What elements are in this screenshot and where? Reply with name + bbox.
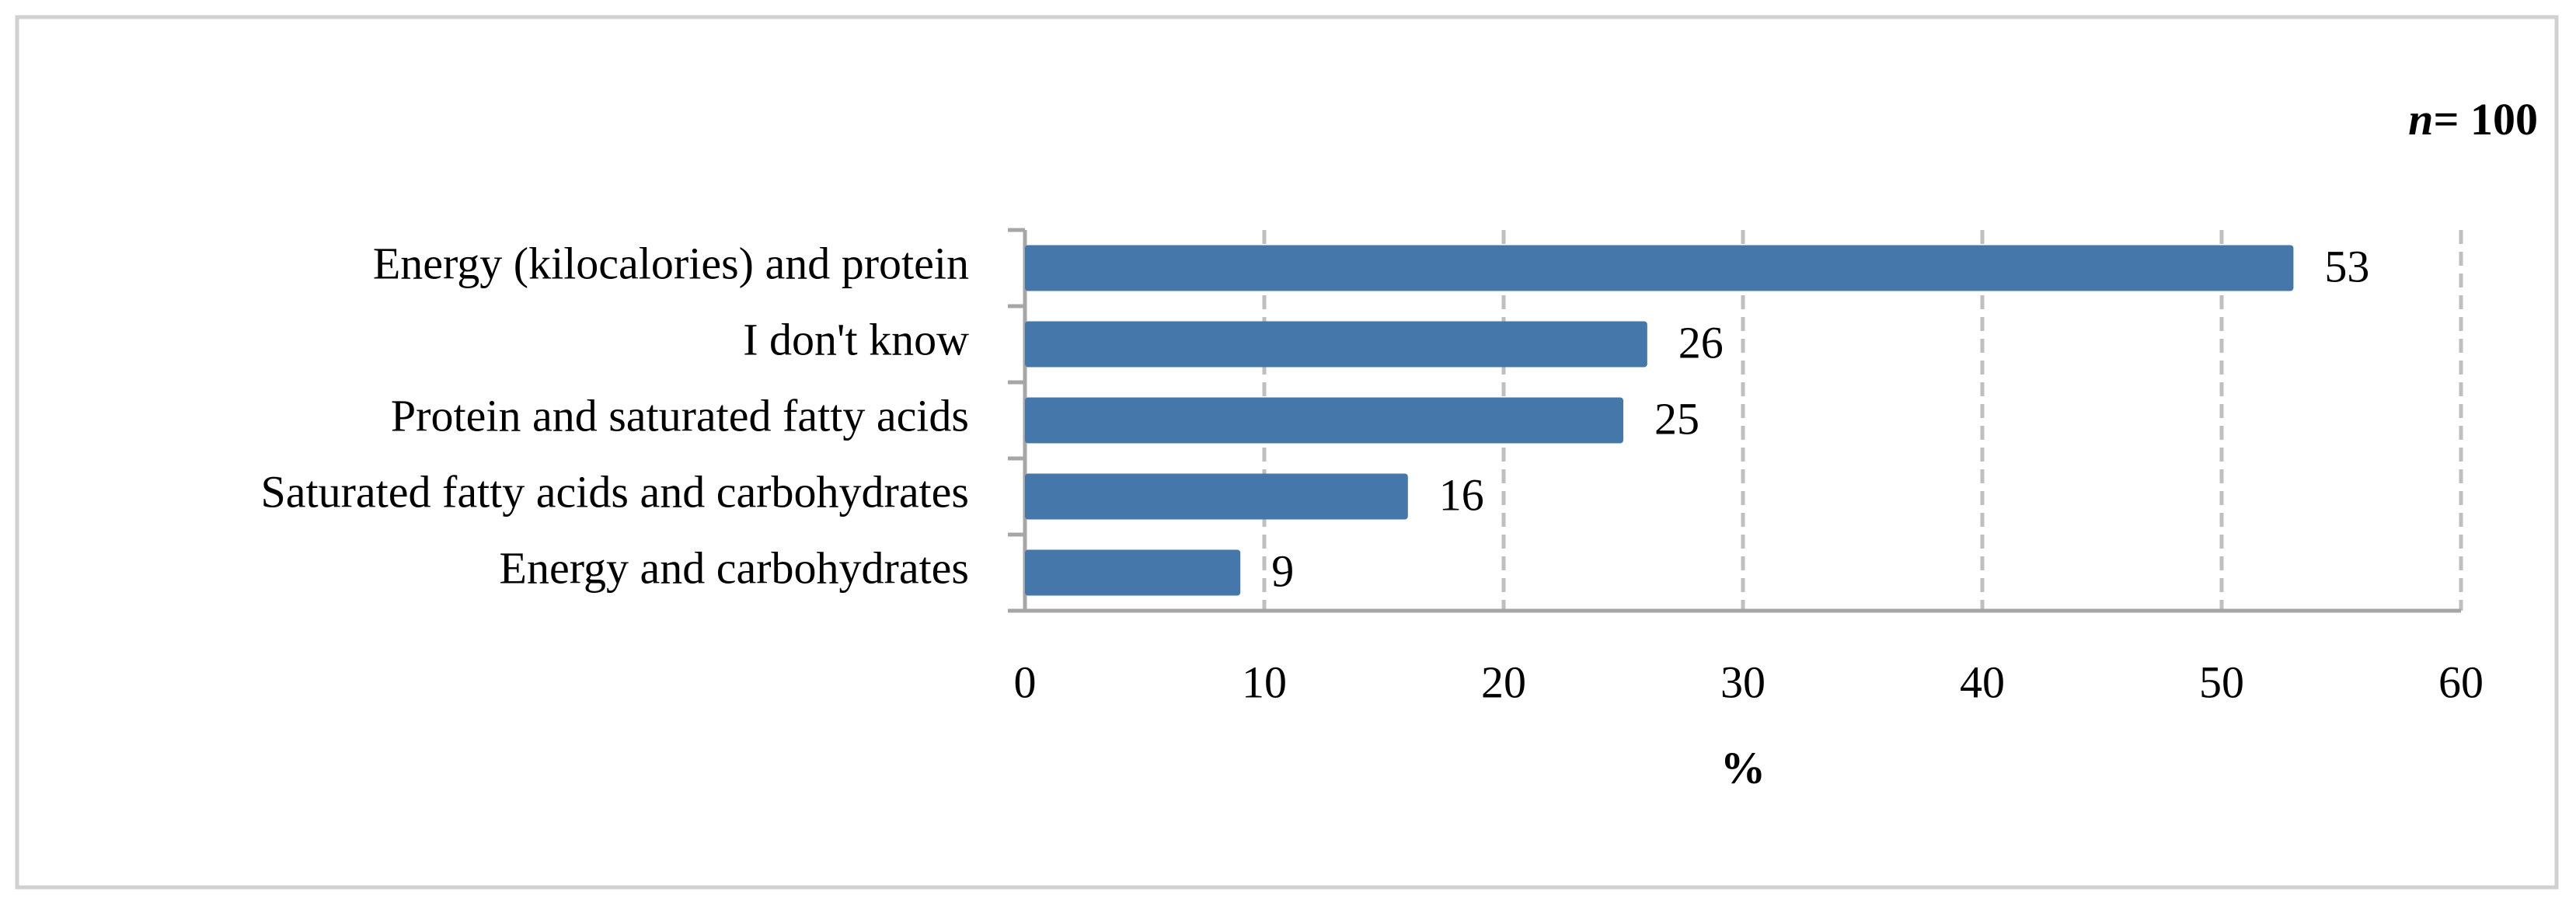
value-label: 16 <box>1439 469 1484 520</box>
bar <box>1025 245 2294 291</box>
value-label: 53 <box>2324 241 2369 291</box>
x-tick-label: 20 <box>1481 657 1526 707</box>
annotation-text: = 100 <box>2433 94 2538 145</box>
y-tick-label: Energy (kilocalories) and protein <box>373 238 969 288</box>
chart-border <box>15 15 2559 890</box>
y-tick-label: Energy and carbohydrates <box>500 542 969 593</box>
value-label: 25 <box>1654 393 1699 444</box>
bar <box>1025 549 1241 596</box>
value-label: 26 <box>1678 317 1724 368</box>
x-tick-label: 40 <box>1960 657 2005 707</box>
bar <box>1025 473 1408 520</box>
x-tick-label: 60 <box>2438 657 2484 707</box>
value-label: 9 <box>1271 545 1294 596</box>
y-tick-label: Saturated fatty acids and carbohydrates <box>260 466 969 517</box>
x-tick-label: 10 <box>1242 657 1287 707</box>
x-tick-label: 0 <box>1014 657 1037 707</box>
annotation: n= 100 <box>2408 94 2538 145</box>
x-axis-label: % <box>1720 742 1766 793</box>
bar <box>1025 321 1647 368</box>
x-tick-label: 50 <box>2199 657 2244 707</box>
y-tick-label: I don't know <box>743 314 969 364</box>
y-tick-label: Protein and saturated fatty acids <box>391 390 969 441</box>
annotation-italic: n <box>2408 94 2433 145</box>
bar <box>1025 397 1623 444</box>
x-tick-label: 30 <box>1720 657 1766 707</box>
